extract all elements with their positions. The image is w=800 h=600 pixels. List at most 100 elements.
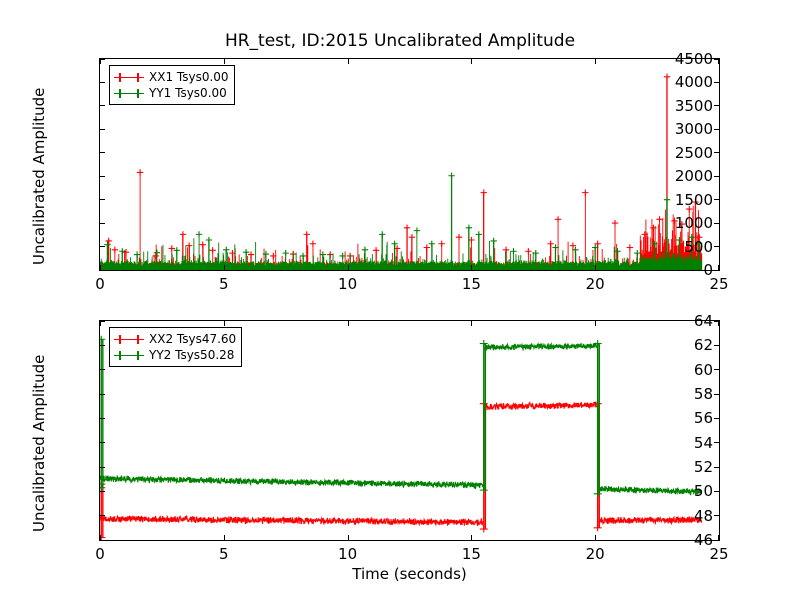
y-tick-mark <box>100 58 105 60</box>
y-tick-mark <box>100 515 105 517</box>
x-tick-mark <box>100 535 101 540</box>
legend-entry: XX1 Tsys0.00 <box>114 69 229 85</box>
y-tick-label: 58 <box>693 385 713 403</box>
y-tick-mark <box>714 417 719 419</box>
x-tick-label: 0 <box>95 545 105 563</box>
y-tick-mark <box>714 81 719 83</box>
y-tick-label: 2000 <box>674 167 713 186</box>
y-tick-mark <box>714 515 719 517</box>
y-tick-mark <box>714 58 719 60</box>
legend-entry: YY2 Tsys50.28 <box>114 347 236 363</box>
y-tick-mark <box>100 105 105 107</box>
y-tick-mark <box>100 442 105 444</box>
y-tick-mark <box>714 269 719 271</box>
y-tick-mark <box>714 199 719 201</box>
series-canvas-top <box>100 59 719 270</box>
x-tick-mark <box>471 535 473 540</box>
x-tick-label: 20 <box>585 275 605 293</box>
x-axis-label: Time (seconds) <box>352 565 467 583</box>
legend-entry: YY1 Tsys0.00 <box>114 85 229 101</box>
y-tick-label: 52 <box>693 458 713 476</box>
y-tick-label: 56 <box>693 409 713 428</box>
x-tick-label: 25 <box>709 275 729 293</box>
y-tick-mark <box>100 490 105 492</box>
legend-marker-icon <box>114 334 144 345</box>
plot-axes-top[interactable]: 0 500 1000 1500 2000 2500 3000 3500 4000 4500 0 5 1… <box>95 50 728 293</box>
y-axis-label-bottom: Uncalibrated Amplitude <box>30 354 48 532</box>
x-tick-mark <box>471 265 473 270</box>
y-axis-label-top: Uncalibrated Amplitude <box>30 87 48 265</box>
y-tick-label: 62 <box>693 336 713 355</box>
plot-axes-bottom[interactable]: 46 48 50 52 54 56 58 60 62 64 0 5 10 15 20 25 XX2 Tsys… <box>95 312 728 563</box>
y-tick-mark <box>714 344 719 346</box>
series-canvas-bottom <box>100 321 719 540</box>
y-tick-mark <box>100 246 105 248</box>
x-tick-mark <box>718 59 719 64</box>
x-tick-mark <box>347 321 349 326</box>
plot-area-bottom <box>100 321 719 540</box>
y-tick-mark <box>714 393 719 395</box>
y-tick-mark <box>100 417 105 419</box>
x-tick-mark <box>347 265 349 270</box>
y-tick-label: 60 <box>693 360 713 379</box>
x-tick-label: 5 <box>219 545 229 563</box>
y-tick-mark <box>714 369 719 371</box>
y-tick-mark <box>100 269 105 271</box>
y-tick-mark <box>100 128 105 130</box>
x-tick-mark <box>595 321 597 326</box>
y-tick-mark <box>100 320 105 322</box>
y-tick-mark <box>100 369 105 371</box>
y-tick-mark <box>714 539 719 541</box>
y-tick-mark <box>100 466 105 468</box>
x-tick-label: 0 <box>95 275 105 293</box>
y-tick-mark <box>714 128 719 130</box>
x-tick-label: 5 <box>219 275 229 293</box>
y-tick-mark <box>714 320 719 322</box>
x-tick-mark <box>347 59 349 64</box>
y-tick-label: 1500 <box>674 190 713 209</box>
x-tick-label: 15 <box>461 275 481 293</box>
y-tick-mark <box>100 344 105 346</box>
y-tick-mark <box>714 246 719 248</box>
legend-top[interactable]: XX1 Tsys0.00 YY1 Tsys0.00 <box>109 65 235 105</box>
x-tick-mark <box>718 265 719 270</box>
x-tick-mark <box>595 265 597 270</box>
legend-entry: XX2 Tsys47.60 <box>114 331 236 347</box>
y-tick-label: 2500 <box>674 143 713 162</box>
y-tick-label: 50 <box>693 482 713 501</box>
legend-marker-icon <box>114 88 144 99</box>
x-tick-mark <box>100 265 101 270</box>
y-tick-mark <box>714 442 719 444</box>
x-tick-mark <box>471 59 473 64</box>
y-tick-mark <box>100 222 105 224</box>
x-tick-mark <box>471 321 473 326</box>
y-tick-mark <box>100 152 105 154</box>
legend-marker-icon <box>114 72 144 83</box>
y-tick-mark <box>100 199 105 201</box>
y-tick-label: 3500 <box>674 96 713 115</box>
x-tick-mark <box>100 59 101 64</box>
y-tick-mark <box>714 152 719 154</box>
y-tick-mark <box>100 393 105 395</box>
y-tick-mark <box>100 81 105 83</box>
y-tick-label: 1000 <box>674 214 713 233</box>
x-tick-label: 10 <box>338 545 358 563</box>
x-tick-mark <box>718 535 719 540</box>
y-tick-label: 54 <box>693 433 713 452</box>
x-tick-mark <box>223 265 225 270</box>
x-tick-mark <box>595 535 597 540</box>
y-tick-mark <box>100 175 105 177</box>
y-tick-label: 3000 <box>674 120 713 139</box>
x-tick-mark <box>347 535 349 540</box>
y-tick-label: 48 <box>693 506 713 525</box>
y-tick-label: 4500 <box>674 50 713 68</box>
y-tick-mark <box>100 539 105 541</box>
y-tick-mark <box>714 105 719 107</box>
x-tick-mark <box>223 535 225 540</box>
x-tick-mark <box>100 321 101 326</box>
y-tick-label: 500 <box>684 237 713 256</box>
y-tick-label: 4000 <box>674 73 713 92</box>
y-tick-mark <box>714 466 719 468</box>
legend-bottom[interactable]: XX2 Tsys47.60 YY2 Tsys50.28 <box>109 327 243 367</box>
